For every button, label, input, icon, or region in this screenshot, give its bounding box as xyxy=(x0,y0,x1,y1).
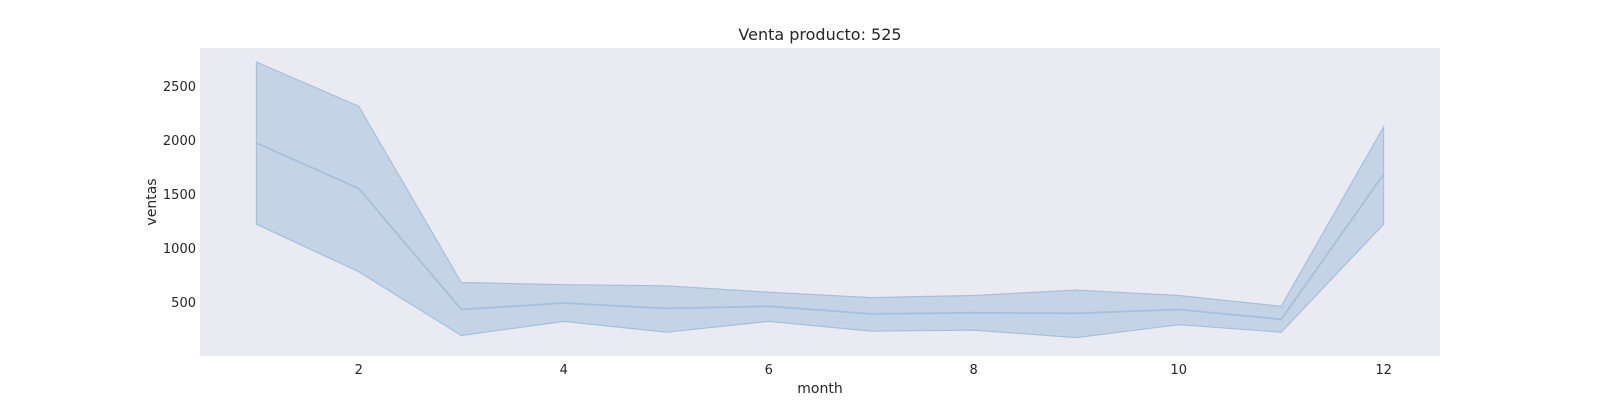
x-tick-label: 6 xyxy=(765,363,773,378)
y-tick-label: 1500 xyxy=(163,188,196,203)
y-tick-label: 2500 xyxy=(163,80,196,95)
confidence-band xyxy=(255,61,1385,339)
y-ticks: 500 1000 1500 2000 2500 xyxy=(163,80,196,311)
confidence-band-layer xyxy=(255,61,1385,339)
x-tick-label: 10 xyxy=(1170,363,1187,378)
series-line-layer xyxy=(256,142,1385,321)
x-axis-label: month xyxy=(797,381,842,397)
x-tick-label: 2 xyxy=(355,363,363,378)
y-tick-label: 2000 xyxy=(163,134,196,149)
y-axis-label: ventas xyxy=(144,178,160,225)
chart-title: Venta producto: 525 xyxy=(738,25,901,44)
x-ticks: 2 4 6 8 10 12 xyxy=(355,363,1392,378)
y-tick-label: 500 xyxy=(171,296,196,311)
y-tick-label: 1000 xyxy=(163,242,196,257)
x-tick-label: 12 xyxy=(1375,363,1392,378)
x-tick-label: 4 xyxy=(560,363,568,378)
x-tick-label: 8 xyxy=(970,363,978,378)
series-line xyxy=(256,142,1385,321)
